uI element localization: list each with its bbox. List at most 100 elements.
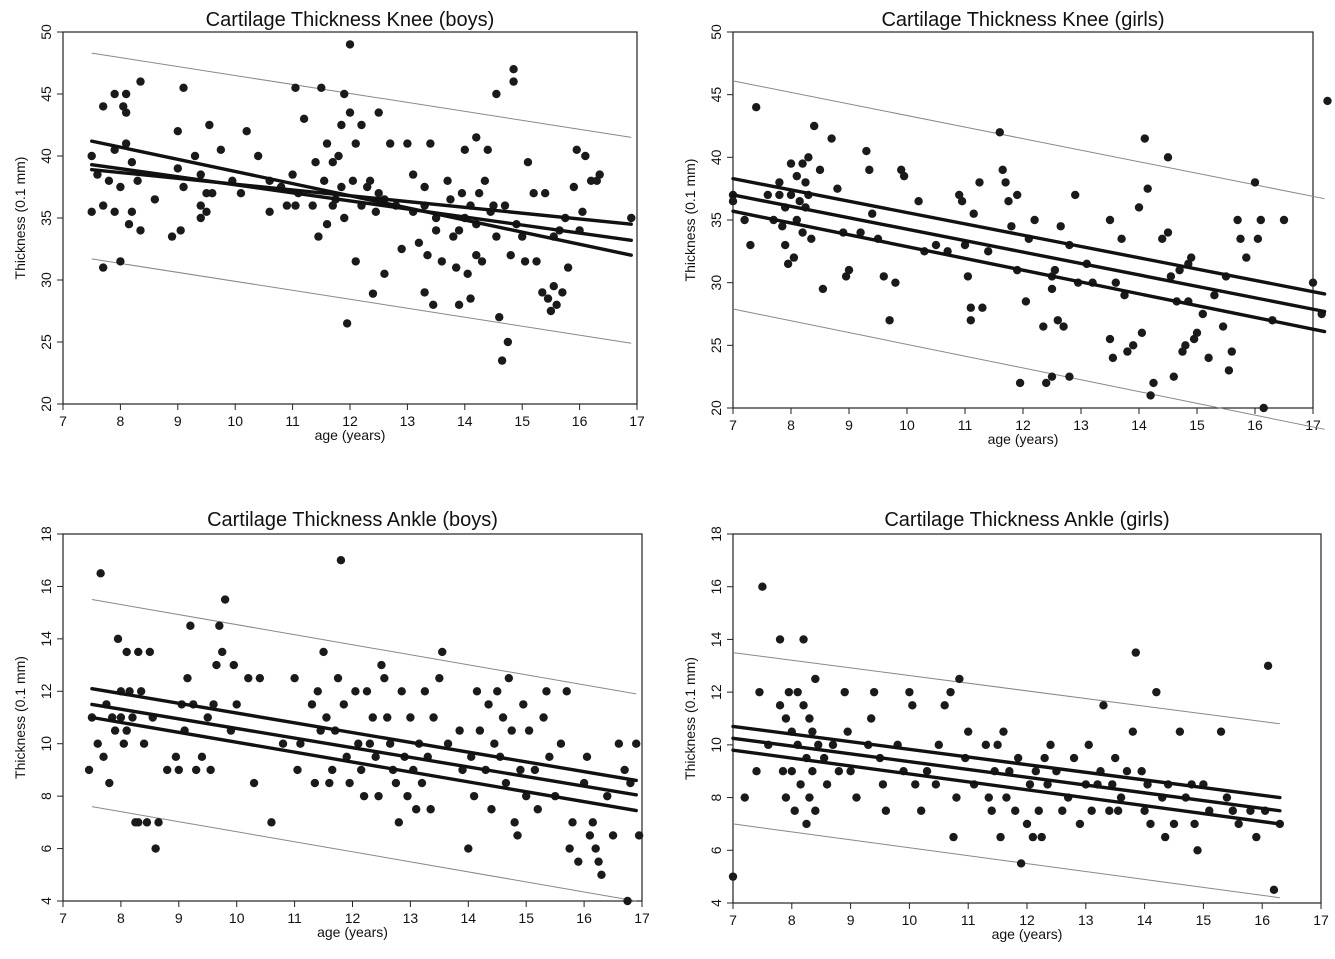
y-tick-label: 20 xyxy=(708,400,724,416)
data-point xyxy=(176,226,185,235)
data-point xyxy=(196,201,205,210)
data-point xyxy=(1111,753,1120,763)
data-point xyxy=(781,714,791,723)
data-point xyxy=(208,189,217,198)
data-point xyxy=(110,726,120,735)
data-point xyxy=(786,159,796,168)
data-point xyxy=(1175,265,1184,275)
data-point xyxy=(1158,234,1167,243)
data-point xyxy=(337,120,346,130)
data-point xyxy=(497,356,507,365)
data-point xyxy=(443,176,452,185)
data-point xyxy=(322,713,331,722)
data-point xyxy=(1252,832,1261,842)
y-tick-label: 4 xyxy=(38,897,54,905)
data-point xyxy=(815,165,825,175)
data-point xyxy=(368,289,378,298)
data-point xyxy=(333,673,343,683)
prediction-line-upper xyxy=(91,599,637,695)
data-point xyxy=(1163,228,1173,237)
y-tick-label: 40 xyxy=(38,148,54,164)
data-point xyxy=(614,739,624,748)
data-point xyxy=(472,251,481,260)
data-point xyxy=(417,778,427,788)
data-point xyxy=(446,195,455,204)
knee-boys-plot: Cartilage Thickness Knee (boys) 7 8 9 10 11 12… xyxy=(12,9,645,443)
data-point xyxy=(317,83,326,93)
data-point xyxy=(492,89,501,99)
data-point xyxy=(585,831,595,840)
data-point xyxy=(1113,806,1123,815)
data-point xyxy=(345,108,355,117)
chart-title: Cartilage Thickness Ankle (girls) xyxy=(884,509,1169,531)
data-point xyxy=(1013,753,1023,763)
data-point xyxy=(374,791,383,801)
data-point xyxy=(966,316,975,325)
data-point xyxy=(533,805,542,814)
data-point xyxy=(127,207,137,216)
data-point xyxy=(1216,727,1226,736)
data-point xyxy=(866,714,876,723)
data-point xyxy=(634,831,644,840)
data-point xyxy=(993,740,1002,750)
data-point xyxy=(856,228,865,237)
data-point xyxy=(454,300,464,309)
data-point xyxy=(807,234,816,243)
data-point xyxy=(414,238,424,247)
y-tick-label: 50 xyxy=(38,24,54,40)
data-point xyxy=(841,272,851,281)
data-point xyxy=(846,767,855,776)
data-point xyxy=(787,767,796,776)
x-tick-label: 14 xyxy=(1131,417,1147,433)
data-point xyxy=(1131,648,1140,657)
y-axis-label: Thickness (0.1 mm) xyxy=(12,157,28,280)
data-point xyxy=(758,582,767,591)
data-point xyxy=(964,727,973,736)
data-point xyxy=(623,896,632,906)
data-point xyxy=(818,284,828,294)
data-point xyxy=(1042,378,1051,388)
data-point xyxy=(1021,297,1031,306)
data-point xyxy=(789,253,799,262)
data-point xyxy=(805,714,814,723)
data-point xyxy=(308,201,317,210)
data-point xyxy=(87,207,96,216)
y-tick-label: 45 xyxy=(38,86,54,102)
data-point xyxy=(1228,806,1237,815)
data-point xyxy=(265,207,274,216)
data-point xyxy=(969,209,978,218)
data-point xyxy=(520,257,530,266)
data-point xyxy=(171,752,181,762)
data-point xyxy=(781,793,791,802)
data-point xyxy=(356,765,366,775)
data-point xyxy=(466,752,476,762)
data-point xyxy=(542,687,551,696)
data-point xyxy=(1189,334,1199,344)
data-point xyxy=(469,791,479,801)
data-point xyxy=(380,673,389,683)
data-point xyxy=(790,806,799,815)
y-tick-label: 6 xyxy=(708,846,724,854)
x-tick-label: 15 xyxy=(514,413,530,429)
data-point xyxy=(881,806,891,815)
data-point xyxy=(509,65,518,74)
data-point xyxy=(1178,347,1187,356)
data-point xyxy=(804,153,813,162)
data-point xyxy=(1129,341,1138,350)
data-point xyxy=(1039,322,1048,331)
y-tick-label: 4 xyxy=(708,899,724,907)
data-point xyxy=(179,182,188,192)
data-point xyxy=(104,176,114,185)
data-point xyxy=(1187,253,1196,262)
y-tick-label: 6 xyxy=(38,844,54,852)
prediction-line-lower xyxy=(91,258,632,344)
data-point xyxy=(1001,178,1010,187)
data-point xyxy=(451,263,461,272)
data-point xyxy=(314,232,323,241)
y-tick-label: 25 xyxy=(38,334,54,350)
y-tick-label: 16 xyxy=(708,579,724,595)
data-point xyxy=(328,158,337,167)
data-point xyxy=(1016,859,1026,868)
data-point xyxy=(1116,793,1126,802)
data-point xyxy=(110,207,119,216)
